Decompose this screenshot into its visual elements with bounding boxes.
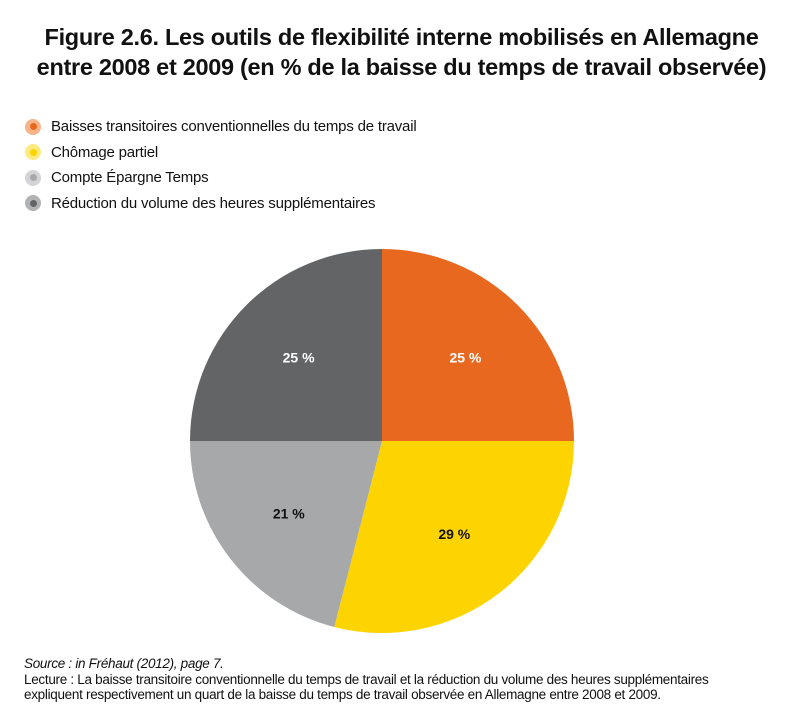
pie-chart: 25 % 29 % 21 % 25 % bbox=[190, 249, 574, 634]
lecture-note-line-2: expliquent respectivement un quart de la… bbox=[24, 687, 661, 702]
legend-item-baisses-transitoires: Baisses transitoires conventionnelles du… bbox=[25, 114, 417, 140]
lecture-note-line-1: Lecture : La baisse transitoire conventi… bbox=[24, 671, 709, 687]
chart-legend: Baisses transitoires conventionnelles du… bbox=[25, 114, 417, 217]
legend-label-chomage-partiel: Chômage partiel bbox=[51, 143, 159, 161]
legend-swatch-chomage-partiel bbox=[25, 144, 41, 161]
legend-item-chomage-partiel: Chômage partiel bbox=[25, 140, 416, 166]
pie-slice-3 bbox=[190, 441, 382, 627]
chart-title-line-1: Figure 2.6. Les outils de flexibilité in… bbox=[44, 24, 759, 50]
pie-slice-1 bbox=[382, 249, 574, 441]
legend-item-compte-epargne-temps: Compte Épargne Temps bbox=[25, 165, 416, 191]
legend-item-heures-supplementaires: Réduction du volume des heures supplémen… bbox=[25, 191, 416, 217]
pie-slice-label-2: 29 % bbox=[438, 526, 470, 542]
source-note: Source : in Fréhaut (2012), page 7. bbox=[24, 656, 224, 671]
legend-swatch-compte-epargne-temps bbox=[25, 169, 41, 186]
chart-title-line-2: entre 2008 et 2009 (en % de la baisse du… bbox=[36, 54, 767, 80]
pie-slice-label-4: 25 % bbox=[283, 350, 315, 366]
pie-slice-label-1: 25 % bbox=[449, 350, 481, 366]
pie-slice-label-3: 21 % bbox=[273, 505, 305, 521]
pie-slice-2 bbox=[334, 441, 574, 634]
chart-notes: Source : in Fréhaut (2012), page 7. Lect… bbox=[24, 656, 709, 703]
legend-label-compte-epargne-temps: Compte Épargne Temps bbox=[51, 169, 209, 187]
chart-title: Figure 2.6. Les outils de flexibilité in… bbox=[0, 22, 803, 82]
legend-label-baisses-transitoires: Baisses transitoires conventionnelles du… bbox=[51, 118, 417, 136]
legend-swatch-baisses-transitoires bbox=[25, 118, 41, 135]
pie-slice-4 bbox=[190, 249, 382, 441]
legend-label-heures-supplementaires: Réduction du volume des heures supplémen… bbox=[51, 194, 376, 212]
legend-swatch-heures-supplementaires bbox=[25, 195, 41, 212]
